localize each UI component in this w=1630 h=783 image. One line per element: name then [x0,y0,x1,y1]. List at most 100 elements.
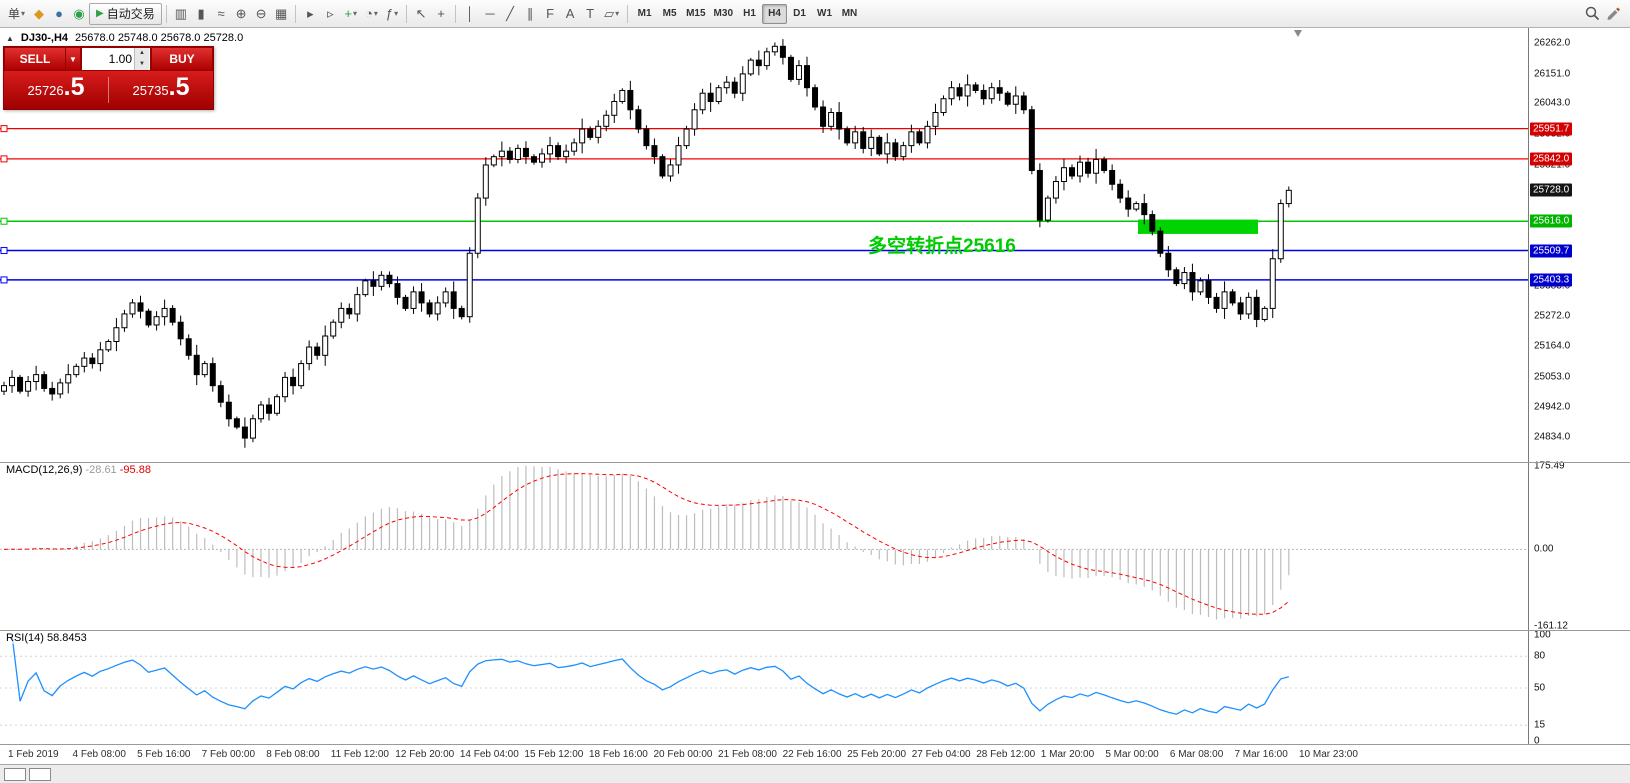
time-axis-label: 12 Feb 20:00 [395,749,455,760]
community-icon[interactable]: ◉ [73,6,85,21]
text-tool-icon[interactable]: A [565,6,575,21]
timeframe-m5-button[interactable]: M5 [657,4,682,24]
rsi-layer [0,634,1528,726]
bar-chart-icon[interactable]: ▥ [174,6,188,21]
candle-body [57,382,64,395]
minimized-chart-tab[interactable] [29,767,51,781]
buy-button[interactable]: BUY [151,47,213,71]
timeframe-m1-button[interactable]: M1 [632,4,657,24]
candle-body [635,109,642,130]
auto-scroll-icon[interactable]: ▸ [307,6,314,21]
time-axis[interactable]: 1 Feb 2019 4 Feb 08:00 5 Feb 16:00 7 Feb 00… [0,744,1630,764]
timeframe-mn-button[interactable]: MN [837,4,862,24]
volume-stepper[interactable]: ▲ ▼ [134,48,149,70]
vertical-line-tool-icon[interactable]: │ [466,6,475,21]
one-click-trade-panel: SELL ▼ ▲▼ BUY 25726 .5 25735 .5 [3,46,214,110]
candle-body [603,114,610,127]
timeframe-m15-button[interactable]: M15 [682,4,709,24]
macd-signal-value: -95.88 [119,464,151,476]
autotrade-play-icon: ▶ [96,7,104,19]
candle-body [812,87,819,108]
new-order-button[interactable]: 单 ▾ [4,3,29,25]
candle-body [265,404,272,414]
rsi-name: RSI(14) [6,632,44,644]
rsi-axis-tick: 0 [1534,735,1540,747]
candle-body [249,418,256,439]
trendline-tool-icon[interactable]: ╱ [506,6,514,21]
sell-button[interactable]: SELL [4,47,66,71]
shapes-tool-icon[interactable]: ▱ ▾ [600,3,623,25]
cursor-icon[interactable]: ↖ [415,6,427,21]
periods-icon[interactable]: ◔ ▾ [361,3,382,25]
volume-input[interactable] [82,48,134,70]
chart-shift-icon[interactable]: ▹ [327,6,334,21]
candle-body [852,131,859,144]
channel-tool-icon[interactable]: ∥ [526,6,534,21]
zoom-in-icon[interactable]: ⊕ [235,6,247,21]
minimized-chart-tab[interactable] [4,767,26,781]
price-axis[interactable]: 26262.026151.026043.025932.025821.025713… [1528,28,1630,747]
candle-body [779,45,786,58]
candle-body [1237,302,1244,315]
level-anchor-marker[interactable] [0,247,8,255]
level-anchor-marker[interactable] [0,155,8,163]
line-chart-icon[interactable]: ≈ [217,6,225,21]
candle-body [506,150,513,160]
candle-body [442,291,449,304]
stepper-down-icon[interactable]: ▼ [135,59,149,70]
support-zone-rect[interactable] [1138,219,1258,234]
candle-body [1253,296,1260,320]
timeframe-h4-button[interactable]: H4 [762,3,787,24]
horizontal-line-tool-icon[interactable]: ─ [485,6,495,21]
price-axis-tick: 26043.0 [1534,97,1571,109]
candle-body [290,376,297,387]
candle-body [73,365,80,376]
candle-body [1093,158,1100,174]
macd-panel-separator[interactable] [0,462,1630,463]
candlestick-chart-icon[interactable]: ▮ [197,6,205,21]
price-divider [108,76,109,104]
time-axis-label: 18 Feb 16:00 [588,749,648,760]
rsi-panel-separator[interactable] [0,630,1630,631]
candle-body [675,145,682,166]
symbol-marker-icon: ▲ [6,33,14,43]
edit-pencil-icon[interactable] [1605,5,1622,22]
candle-body [972,84,979,91]
time-axis-label: 20 Feb 00:00 [653,749,713,760]
label-tool-icon[interactable]: T [586,6,595,21]
indicators-icon[interactable]: ƒ ▾ [382,3,402,25]
timeframe-w1-button[interactable]: W1 [812,4,837,24]
candle-body [1261,307,1268,320]
candle-body [731,81,738,94]
level-anchor-marker[interactable] [0,276,8,284]
candle-body [892,142,899,158]
autotrade-button[interactable]: ▶ 自动交易 [89,2,162,25]
fibonacci-tool-icon[interactable]: F [546,6,555,21]
crosshair-icon[interactable]: + [437,6,445,21]
timeframe-m30-button[interactable]: M30 [710,4,737,24]
accounts-icon[interactable]: ● [55,6,63,21]
timeframe-h1-button[interactable]: H1 [737,4,762,24]
current-price-badge: 25728.0 [1530,183,1573,197]
timeframe-d1-button[interactable]: D1 [787,4,812,24]
toolbar-separator [627,4,629,23]
chart-annotation-text[interactable]: 多空转折点25616 [868,234,1016,257]
candle-body [1213,296,1220,309]
new-chart-icon[interactable]: + ▾ [340,3,361,25]
sell-price-display[interactable]: 25726 .5 [4,74,108,103]
chart-canvas[interactable]: 多空转折点25616 [0,28,1528,744]
stepper-up-icon[interactable]: ▲ [135,48,149,59]
candle-body [233,418,240,428]
buy-price-display[interactable]: 25735 .5 [109,74,213,103]
zoom-out-icon[interactable]: ⊖ [255,6,267,21]
market-watch-icon[interactable]: ◆ [34,6,45,21]
search-icon[interactable] [1584,5,1601,22]
sell-options-dropdown[interactable]: ▼ [66,47,81,71]
level-anchor-marker[interactable] [0,125,8,133]
tile-windows-icon[interactable]: ▦ [275,6,288,21]
level-anchor-marker[interactable] [0,217,8,225]
candle-body [201,363,208,376]
toolbar-separator [165,4,167,23]
candle-body [217,385,224,403]
candle-body [771,45,778,53]
